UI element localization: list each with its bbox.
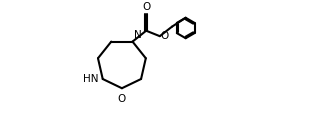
Text: N: N [134,30,142,40]
Text: O: O [118,94,126,104]
Text: O: O [142,2,150,12]
Text: O: O [161,31,169,41]
Text: HN: HN [83,74,99,84]
